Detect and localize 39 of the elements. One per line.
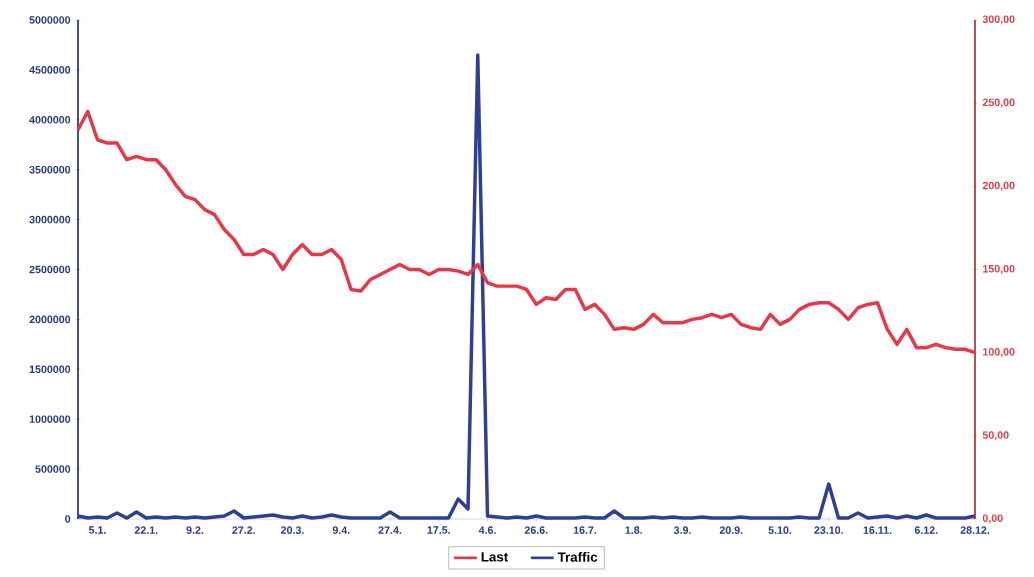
x-tick-label: 5.10. bbox=[768, 526, 792, 534]
y-tick-label: 5000000 bbox=[29, 16, 71, 24]
x-tick-label: 22.1. bbox=[134, 526, 158, 534]
x-tick-label: 1.8. bbox=[625, 526, 642, 534]
x-tick-label: 23.10. bbox=[814, 526, 843, 534]
x-tick-label: 20.3. bbox=[281, 526, 304, 534]
x-tick-label: 4.6. bbox=[478, 526, 496, 534]
x-tick-label: 6.12. bbox=[914, 526, 938, 534]
y2-tick-label: 100,00 bbox=[983, 348, 1015, 358]
y-tick-label: 4000000 bbox=[29, 116, 71, 124]
x-tick-label: 28.12. bbox=[960, 526, 990, 534]
legend-label: Traffic bbox=[557, 552, 598, 562]
y2-tick-label: 300,00 bbox=[982, 15, 1015, 25]
y-tick-label: 4500000 bbox=[29, 66, 71, 74]
y-tick-label: 3000000 bbox=[29, 215, 71, 224]
y2-tick-label: 0,00 bbox=[982, 514, 1003, 524]
x-tick-label: 9.2. bbox=[186, 526, 204, 534]
x-tick-label: 16.7. bbox=[573, 526, 597, 534]
x-tick-label: 20.9. bbox=[719, 526, 743, 534]
y2-tick-label: 250,00 bbox=[982, 98, 1015, 108]
y-tick-label: 500000 bbox=[35, 465, 71, 473]
x-tick-label: 9.4. bbox=[332, 526, 350, 534]
y2-tick-label: 50,00 bbox=[982, 431, 1009, 441]
y-tick-label: 3500000 bbox=[29, 165, 71, 174]
y2-tick-label: 150,00 bbox=[983, 264, 1015, 275]
y-tick-label: 1000000 bbox=[29, 415, 71, 423]
x-tick-label: 27.4. bbox=[378, 526, 402, 534]
y-tick-label: 1500000 bbox=[29, 365, 71, 374]
x-tick-label: 27.2. bbox=[232, 526, 255, 534]
x-tick-label: 3.9. bbox=[673, 526, 691, 534]
x-tick-label: 26.6. bbox=[524, 526, 548, 534]
x-tick-label: 17.5. bbox=[427, 526, 450, 534]
x-tick-label: 5.1. bbox=[88, 526, 106, 534]
legend-label: Last bbox=[481, 552, 509, 562]
x-tick-label: 16.11. bbox=[863, 526, 892, 534]
y2-tick-label: 200,00 bbox=[982, 181, 1015, 191]
y-tick-label: 2500000 bbox=[29, 265, 71, 274]
y-tick-label: 2000000 bbox=[29, 315, 71, 324]
y-tick-label: 0 bbox=[65, 515, 71, 523]
